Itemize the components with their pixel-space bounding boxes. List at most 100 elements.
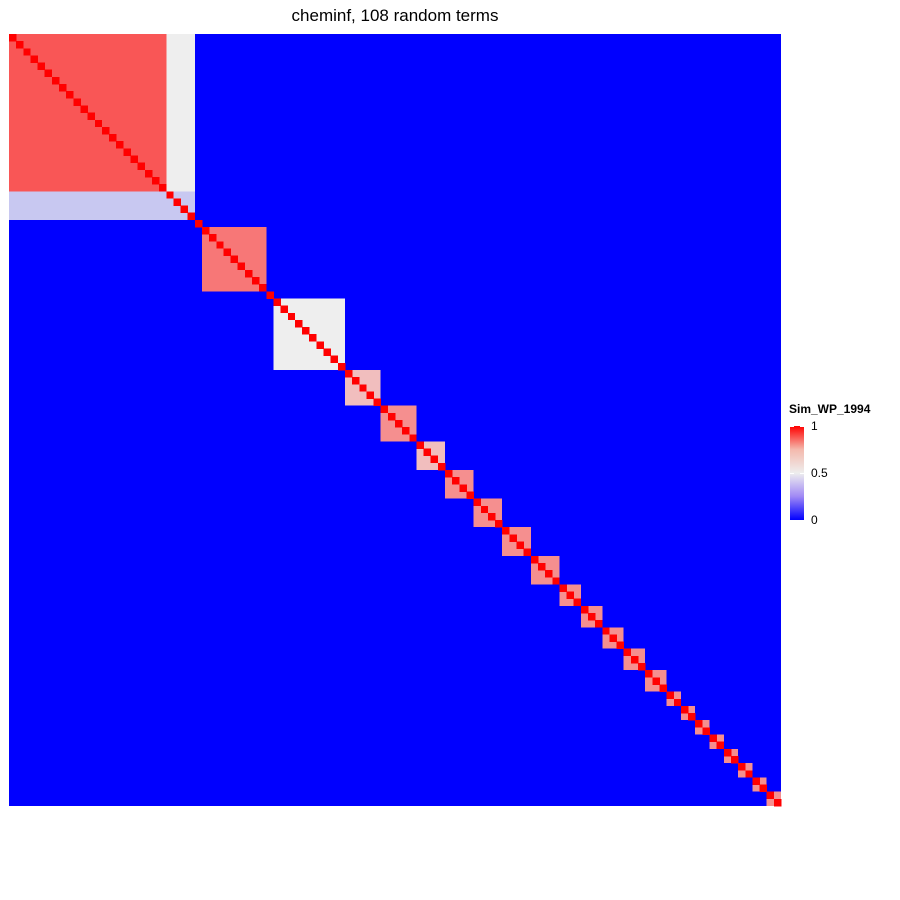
legend-tick-mark	[790, 426, 794, 427]
heatmap-diagonal-cell	[94, 119, 103, 128]
heatmap-diagonal-cell	[730, 755, 739, 764]
heatmap-diagonal-cell	[609, 634, 617, 642]
heatmap-diagonal-cell	[680, 705, 689, 714]
heatmap-diagonal-cell	[588, 613, 596, 621]
heatmap-diagonal-cell	[323, 348, 331, 356]
heatmap-diagonal-cell	[180, 205, 189, 214]
heatmap-diagonal-cell	[144, 169, 153, 178]
heatmap-diagonal-cell	[130, 155, 138, 163]
heatmap-diagonal-cell	[738, 763, 746, 771]
heatmap-diagonal-cell	[445, 470, 453, 478]
heatmap-diagonal-cell	[723, 748, 732, 757]
heatmap-diagonal-cell	[359, 384, 367, 392]
heatmap-diagonal-cell	[287, 312, 296, 321]
heatmap-cross-block-upper	[166, 34, 195, 192]
heatmap-diagonal-cell	[430, 455, 439, 464]
heatmap-diagonal-cell	[237, 262, 246, 271]
heatmap-diagonal-cell	[509, 534, 517, 542]
heatmap-diagonal-cell	[566, 591, 575, 600]
heatmap-diagonal-cell	[580, 605, 589, 614]
heatmap-diagonal-cell	[51, 76, 60, 85]
heatmap-diagonal-cell	[709, 734, 717, 742]
heatmap-diagonal-cell	[252, 277, 260, 285]
heatmap-diagonal-cell	[759, 784, 768, 793]
heatmap-diagonal-cell	[202, 227, 210, 235]
heatmap-diagonal-cell	[523, 548, 532, 557]
heatmap-diagonal-cell	[552, 577, 560, 585]
heatmap-diagonal-cell	[623, 648, 632, 657]
heatmap-diagonal-cell	[745, 770, 753, 778]
heatmap-diagonal-cell	[716, 741, 725, 750]
heatmap-diagonal-cell	[66, 91, 74, 99]
heatmap-diagonal-cell	[352, 377, 360, 385]
heatmap-diagonal-cell	[659, 684, 667, 692]
heatmap-diagonal-cell	[752, 777, 760, 785]
heatmap-diagonal-cell	[330, 355, 339, 364]
heatmap-diagonal-cell	[459, 484, 467, 492]
heatmap-diagonal-cell	[344, 369, 353, 378]
heatmap-diagonal-cell	[123, 148, 131, 156]
heatmap-diagonal-cell	[595, 620, 603, 628]
heatmap-diagonal-cell	[766, 791, 775, 800]
heatmap-diagonal-cell	[466, 491, 474, 499]
heatmap-diagonal-cell	[773, 798, 782, 807]
heatmap-diagonal-cell	[545, 570, 553, 578]
heatmap-diagonal-cell	[173, 198, 181, 206]
heatmap-diagonal-cell	[673, 698, 682, 707]
heatmap-diagonal-cell	[695, 720, 703, 728]
heatmap-diagonal-cell	[209, 234, 217, 242]
heatmap-diagonal-cell	[495, 520, 503, 528]
heatmap-diagonal-cell	[273, 298, 281, 306]
heatmap-diagonal-cell	[116, 141, 124, 149]
heatmap-diagonal-cell	[473, 498, 482, 507]
heatmap-cross-block-lower	[9, 191, 167, 220]
heatmap-diagonal-cell	[380, 405, 389, 414]
heatmap-diagonal-cell	[9, 34, 17, 42]
heatmap-diagonal-cell	[280, 305, 289, 314]
heatmap-diagonal-cell	[151, 176, 160, 185]
heatmap-diagonal-cell	[395, 420, 403, 428]
heatmap-diagonal-cell	[666, 691, 675, 700]
heatmap-diagonal-cell	[423, 448, 432, 457]
heatmap-diagonal-cell	[109, 134, 117, 142]
heatmap-diagonal-cell	[309, 334, 317, 342]
heatmap-diagonal-cell	[187, 212, 196, 221]
heatmap	[9, 34, 782, 807]
legend-tick-mark	[800, 520, 804, 521]
heatmap-diagonal-cell	[73, 98, 81, 106]
heatmap-diagonal-cell	[137, 162, 146, 171]
legend-tick-label: 0	[811, 513, 818, 527]
heatmap-diagonal-cell	[266, 291, 274, 299]
heatmap-diagonal-cell	[702, 727, 710, 735]
heatmap-diagonal-cell	[244, 269, 253, 278]
heatmap-diagonal-cell	[373, 398, 382, 407]
color-legend: Sim_WP_1994 1 0.5 0	[787, 402, 897, 532]
legend-tick-label: 1	[811, 419, 818, 433]
legend-title: Sim_WP_1994	[789, 402, 871, 416]
heatmap-diagonal-cell	[452, 477, 460, 485]
heatmap-diagonal-cell	[23, 48, 31, 56]
heatmap-diagonal-cell	[652, 677, 660, 685]
legend-tick-mark	[790, 520, 794, 521]
heatmap-diagonal-cell	[645, 670, 653, 678]
heatmap-diagonal-cell	[559, 584, 567, 592]
heatmap-diagonal-cell	[516, 541, 524, 549]
heatmap-diagonal-cell	[688, 713, 696, 721]
heatmap-diagonal-cell	[101, 126, 110, 135]
heatmap-diagonal-cell	[59, 84, 67, 92]
heatmap-diagonal-cell	[573, 598, 582, 607]
legend-tick-mark	[790, 473, 794, 474]
heatmap-diagonal-cell	[259, 284, 267, 292]
heatmap-diagonal-cell	[166, 191, 174, 199]
heatmap-diagonal-cell	[44, 69, 53, 78]
legend-tick-mark	[800, 473, 804, 474]
heatmap-diagonal-cell	[159, 184, 167, 192]
heatmap-diagonal-cell	[537, 562, 546, 571]
heatmap-diagonal-cell	[387, 412, 396, 421]
heatmap-diagonal-cell	[194, 219, 203, 228]
heatmap-diagonal-cell	[30, 55, 38, 63]
heatmap-diagonal-cell	[409, 434, 417, 442]
heatmap-diagonal-cell	[638, 663, 646, 671]
legend-tick-mark	[800, 426, 804, 427]
heatmap-diagonal-cell	[480, 505, 489, 514]
